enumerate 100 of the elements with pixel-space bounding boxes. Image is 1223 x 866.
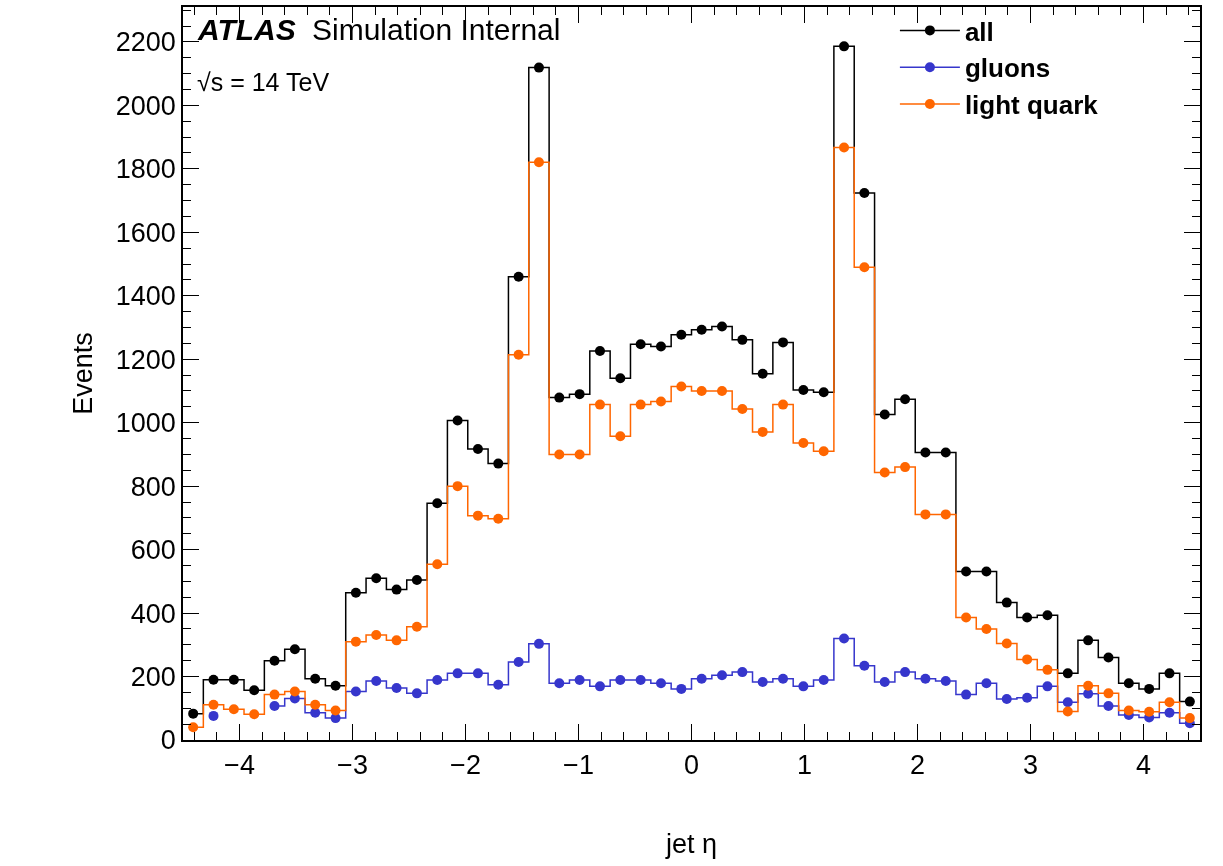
point (269, 689, 280, 700)
point (1144, 706, 1155, 717)
point (1001, 597, 1012, 608)
y-tick-label: 1200 (115, 344, 176, 375)
point (493, 679, 504, 690)
point (859, 660, 870, 671)
y-tick-label: 200 (130, 661, 176, 692)
point (940, 447, 951, 458)
point (1022, 612, 1033, 623)
point (1022, 692, 1033, 703)
point (330, 680, 341, 691)
point (1001, 638, 1012, 649)
point (676, 381, 687, 392)
point (391, 635, 402, 646)
point (269, 701, 280, 712)
point (717, 670, 728, 681)
point (310, 673, 321, 684)
point (981, 566, 992, 577)
x-tick-label: 0 (683, 750, 700, 781)
y-tick-label: 2200 (115, 27, 176, 58)
point (208, 699, 219, 710)
point (1062, 706, 1073, 717)
y-tick-label: 1600 (115, 217, 176, 248)
point (676, 683, 687, 694)
point (1164, 668, 1175, 679)
point (717, 321, 728, 332)
point (1103, 701, 1114, 712)
point (635, 675, 646, 686)
point (757, 426, 768, 437)
point (737, 334, 748, 345)
point (1062, 697, 1073, 708)
point (574, 449, 585, 460)
point (371, 573, 382, 584)
point (839, 142, 850, 153)
point (208, 710, 219, 721)
point (1022, 654, 1033, 665)
point (594, 681, 605, 692)
point (737, 667, 748, 678)
point (249, 685, 260, 696)
point (961, 612, 972, 623)
point (371, 675, 382, 686)
point (432, 498, 443, 509)
point (615, 431, 626, 442)
point (350, 587, 361, 598)
point (513, 349, 524, 360)
point (513, 656, 524, 667)
point (554, 678, 565, 689)
point (188, 708, 199, 719)
point (350, 686, 361, 697)
x-tick-label: −3 (337, 750, 368, 781)
point (228, 704, 239, 715)
point (879, 409, 890, 420)
point (635, 399, 646, 410)
point (1042, 664, 1053, 675)
point (1083, 680, 1094, 691)
point (493, 458, 504, 469)
point (411, 688, 422, 699)
y-tick-label: 600 (130, 535, 176, 566)
point (574, 675, 585, 686)
point (1164, 697, 1175, 708)
point (533, 638, 544, 649)
point (188, 722, 199, 733)
point (350, 636, 361, 647)
point (1042, 610, 1053, 621)
point (289, 686, 300, 697)
point (472, 510, 483, 521)
y-tick-label: 0 (160, 725, 176, 756)
point (1042, 681, 1053, 692)
point (1083, 635, 1094, 646)
point (533, 62, 544, 73)
y-tick-label: 2000 (115, 90, 176, 121)
point (472, 444, 483, 455)
legend-label: light quark (964, 90, 1099, 121)
point (717, 385, 728, 396)
point (676, 329, 687, 340)
point (411, 575, 422, 586)
point (778, 399, 789, 410)
x-tick-label: −1 (563, 750, 594, 781)
point (554, 392, 565, 403)
point (1164, 707, 1175, 718)
point (391, 682, 402, 693)
y-tick-label: 1000 (115, 408, 176, 439)
point (594, 399, 605, 410)
point (1184, 696, 1195, 707)
point (920, 509, 931, 520)
point (371, 629, 382, 640)
x-tick-label: 4 (1135, 750, 1152, 781)
legend-label: gluons (964, 53, 1051, 84)
y-tick-label: 800 (130, 471, 176, 502)
point (493, 513, 504, 524)
point (859, 262, 870, 273)
point (818, 387, 829, 398)
point (900, 462, 911, 473)
x-tick-label: 3 (1022, 750, 1039, 781)
point (961, 689, 972, 700)
point (696, 385, 707, 396)
point (249, 709, 260, 720)
point (920, 447, 931, 458)
point (289, 644, 300, 655)
point (452, 415, 463, 426)
